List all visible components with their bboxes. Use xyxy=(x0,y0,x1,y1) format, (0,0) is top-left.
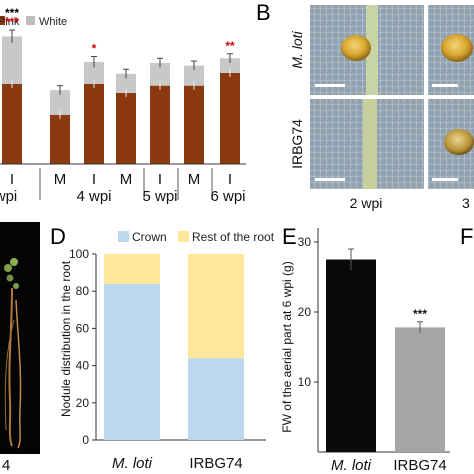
x-tick-label-1: M xyxy=(54,171,67,188)
panel-c-plant-photo: 4 xyxy=(0,222,40,474)
x-tick-label-0: I xyxy=(10,171,14,188)
x-tick-label-0: M. loti xyxy=(112,455,153,472)
bar-crown-1 xyxy=(188,358,244,440)
significance-mark-6-0: ** xyxy=(225,39,235,53)
legend-label-rest: Rest of the root xyxy=(192,230,275,244)
x-tick-label-0: M. loti xyxy=(331,457,372,474)
bar-pink-2 xyxy=(84,83,104,164)
x-tick-label-6: I xyxy=(228,171,232,188)
col-label-2wpi: 2 wpi xyxy=(350,195,383,211)
significance-mark-2-0: * xyxy=(92,41,97,55)
photo-mloti-2wpi xyxy=(310,5,424,95)
y-tick-label-20: 20 xyxy=(298,305,312,319)
x-tick-label-2: I xyxy=(92,171,96,188)
legend-swatch-white xyxy=(26,16,35,25)
group-label-0: wpi xyxy=(0,188,17,205)
bar-pink-5 xyxy=(184,85,204,164)
x-tick-label-1: IRBG74 xyxy=(393,457,446,474)
y-tick-label-20: 20 xyxy=(76,396,90,410)
bar-white-1 xyxy=(50,90,70,115)
panel-b-nodule-photos: B xyxy=(256,0,474,211)
bar-white-4 xyxy=(150,62,170,86)
bar-white-2 xyxy=(84,61,104,84)
bar-white-0 xyxy=(2,36,22,84)
photo-irbg74-3wpi xyxy=(428,99,474,189)
legend-swatch-rest xyxy=(178,231,189,242)
row-label-irbg74: IRBG74 xyxy=(289,119,305,169)
y-tick-label-10: 10 xyxy=(298,375,312,389)
legend-swatch-pink xyxy=(0,16,5,25)
bar-pink-6 xyxy=(220,72,240,164)
panel-e-y-axis-label: FW of the aerial part at 6 wpi (g) xyxy=(280,261,294,432)
x-tick-label-4: I xyxy=(158,171,162,188)
scale-bar xyxy=(315,84,345,87)
y-tick-label-60: 60 xyxy=(76,321,90,335)
panel-d-x-tick-labels: M. loti IRBG74 xyxy=(112,455,243,472)
row-label-mloti: M. loti xyxy=(289,30,305,68)
y-tick-label-30: 30 xyxy=(298,235,312,249)
legend-label-pink: Pink xyxy=(0,16,20,28)
panel-d-bars xyxy=(104,254,244,440)
panel-d-stacked-bar-chart: D Crown Rest of the root Nodule distribu… xyxy=(50,224,275,472)
legend-label-crown: Crown xyxy=(132,230,167,244)
bar-rest-1 xyxy=(188,254,244,359)
bar-0 xyxy=(326,259,376,452)
x-tick-label-5: M xyxy=(188,171,201,188)
panel-f-letter: F xyxy=(460,224,473,249)
panel-b-letter: B xyxy=(256,0,271,25)
bar-pink-1 xyxy=(50,114,70,164)
bar-white-5 xyxy=(184,65,204,86)
group-label-3: 6 wpi xyxy=(210,188,245,205)
y-tick-label-40: 40 xyxy=(76,359,90,373)
group-label-2: 5 wpi xyxy=(142,188,177,205)
bar-1 xyxy=(395,327,445,452)
bar-rest-0 xyxy=(104,254,160,284)
significance-mark-1: *** xyxy=(413,307,427,321)
legend-swatch-crown xyxy=(118,231,129,242)
legend-label-white: White xyxy=(39,16,67,28)
photo-irbg74-2wpi xyxy=(310,99,424,189)
panel-e-letter: E xyxy=(282,224,297,249)
y-tick-label-0: 0 xyxy=(82,433,89,447)
panel-e-bar-chart: E FW of the aerial part at 6 wpi (g) 10 2… xyxy=(280,224,450,474)
panel-e-y-ticks: 10 20 30 xyxy=(298,235,318,389)
panel-d-letter: D xyxy=(50,224,66,249)
y-tick-label-100: 100 xyxy=(69,247,89,261)
significance-mark-0-0: *** xyxy=(5,6,19,20)
photo-mloti-3wpi xyxy=(428,5,474,95)
bar-pink-3 xyxy=(116,92,136,164)
significance-mark-0-1: *** xyxy=(5,15,19,29)
panel-a-group-labels: wpi 4 wpi 5 wpi 6 wpi xyxy=(0,168,246,205)
panel-a-significance-marks: ******* ** xyxy=(5,6,235,55)
panel-d-y-axis-label: Nodule distribution in the root xyxy=(59,260,73,417)
bar-white-3 xyxy=(116,73,136,93)
panel-a-bars xyxy=(2,29,240,164)
panel-e-bars: *** xyxy=(326,248,445,452)
group-label-1: 4 wpi xyxy=(76,188,111,205)
bar-crown-0 xyxy=(104,283,160,440)
panel-d-y-ticks: 0 20 40 60 80 100 xyxy=(69,247,96,447)
bar-pink-0 xyxy=(2,83,22,164)
x-tick-label-3: M xyxy=(120,171,133,188)
y-tick-label-80: 80 xyxy=(76,284,90,298)
bar-white-6 xyxy=(220,58,240,73)
x-tick-label-1: IRBG74 xyxy=(189,455,242,472)
bar-pink-4 xyxy=(150,85,170,164)
scale-bar xyxy=(315,178,345,181)
col-label-3wpi: 3 xyxy=(462,195,470,211)
panel-e-x-tick-labels: M. loti IRBG74 xyxy=(331,457,447,474)
panel-c-bottom-text: 4 xyxy=(2,457,10,474)
